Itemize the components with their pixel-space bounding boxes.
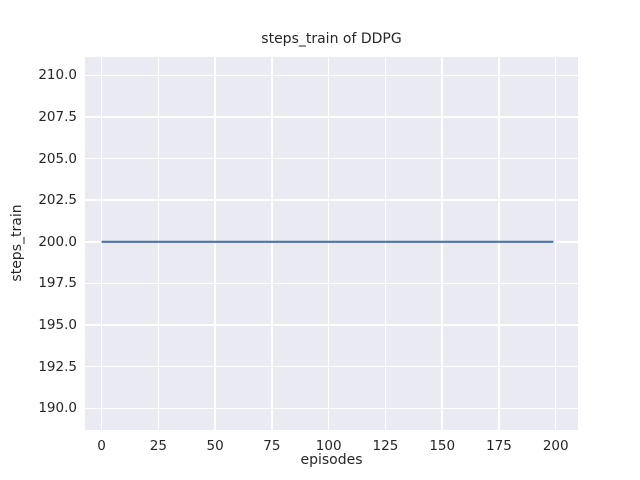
chart-title: steps_train of DDPG [261,31,402,47]
x-tick-label: 50 [206,438,224,454]
y-gridline [85,74,578,77]
x-tick-label: 100 [315,438,342,454]
y-gridline [85,324,578,326]
x-gridline [214,57,216,430]
x-tick-label: 150 [429,438,456,454]
y-tick-label: 205.0 [38,150,77,167]
y-tick-label: 210.0 [38,67,77,84]
y-tick-label: 207.5 [38,108,77,125]
y-tick-label: 197.5 [38,275,77,292]
x-gridline [554,57,557,430]
y-tick-label: 190.0 [38,400,77,417]
y-tick-label: 200.0 [38,233,77,250]
x-gridline [157,57,160,430]
x-tick-label: 175 [486,438,512,454]
y-gridline [85,365,578,368]
x-gridline [441,57,443,430]
x-tick-label: 0 [97,438,106,454]
x-gridline [384,57,387,430]
x-tick-label: 200 [542,438,569,454]
x-tick-label: 25 [149,438,167,454]
x-gridline [498,57,500,430]
y-tick-label: 202.5 [38,192,77,209]
y-gridline [85,407,578,410]
x-tick-label: 75 [263,438,281,454]
x-gridline [327,57,330,430]
y-gridline [85,157,578,160]
x-gridline [100,57,103,430]
data-line-layer [101,240,554,243]
x-tick-label: 125 [372,438,399,454]
x-axis-label: episodes [300,452,363,468]
plot-area [85,57,578,430]
y-gridline [85,199,578,201]
x-gridline [271,57,273,430]
y-tick-label: 195.0 [38,317,77,334]
y-gridline [85,282,578,285]
y-tick-label: 192.5 [38,358,77,375]
y-gridline [85,116,578,118]
